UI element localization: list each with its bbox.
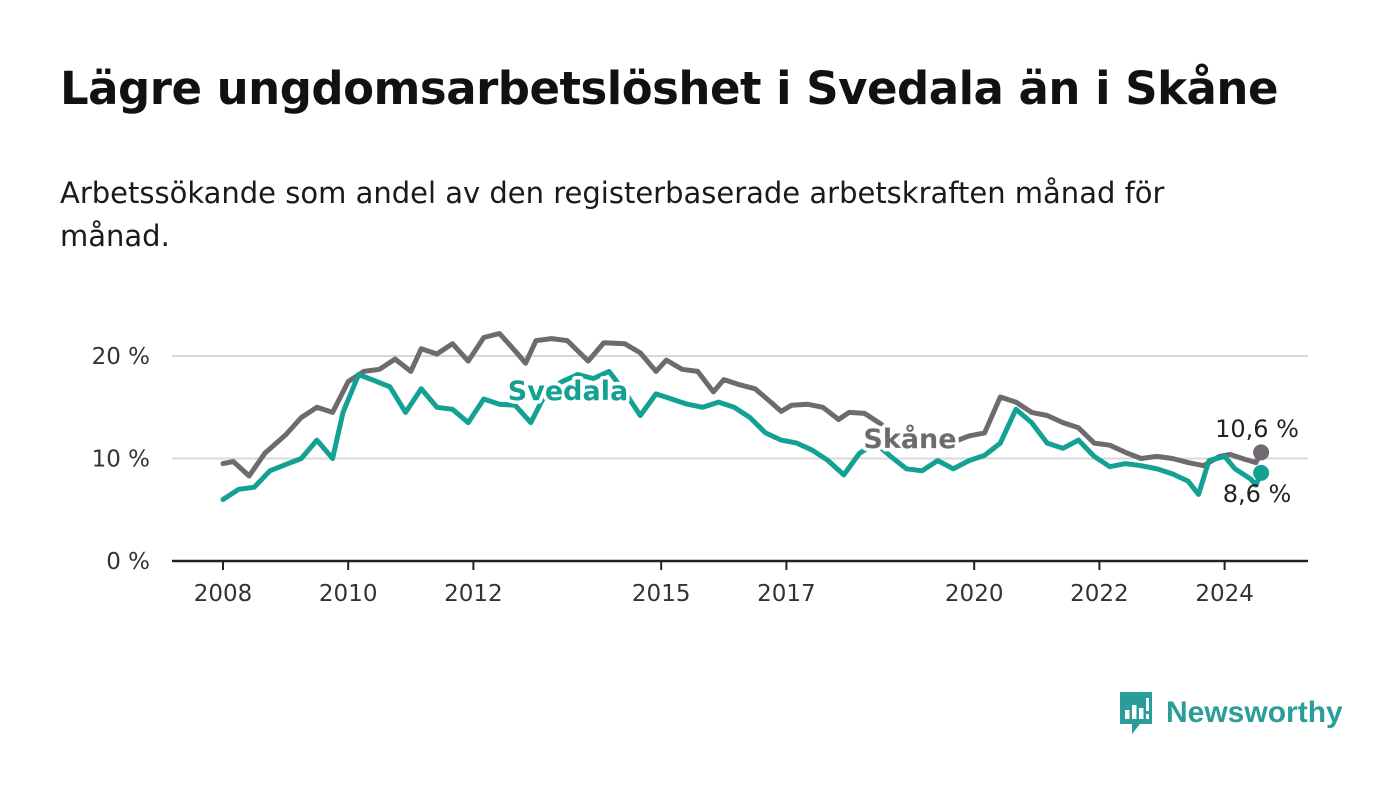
x-tick-label: 2022	[1070, 581, 1129, 607]
x-tick-label: 2024	[1195, 581, 1254, 607]
x-tick-label: 2010	[319, 581, 378, 607]
series-end-marker	[1253, 444, 1270, 461]
y-tick-label: 20 %	[92, 344, 150, 370]
series-label-skane: Skåne	[863, 423, 956, 455]
x-tick-label: 2015	[632, 581, 691, 607]
x-tick-label: 2017	[757, 581, 816, 607]
x-tick-label: 2012	[444, 581, 503, 607]
chart-title: Lägre ungdomsarbetslöshet i Svedala än i…	[60, 62, 1278, 115]
end-value-label-skane: 10,6 %	[1215, 415, 1299, 443]
end-value-label-svedala: 8,6 %	[1223, 480, 1292, 508]
y-tick-label: 0 %	[106, 549, 150, 575]
x-tick-label: 2020	[945, 581, 1004, 607]
series-end-marker	[1253, 464, 1270, 481]
y-axis: 0 % 10 % 20 %	[92, 344, 150, 575]
x-tick-label: 2008	[194, 581, 253, 607]
series-lines	[220, 331, 1270, 502]
newsworthy-logo-icon	[1120, 692, 1152, 734]
grid-lines	[172, 355, 1308, 460]
series-line-svedala	[220, 368, 1264, 502]
chart-subtitle: Arbetssökande som andel av den registerb…	[60, 176, 1165, 253]
x-axis: 2008 2010 2012 2015 2017 2020 2022 2024	[172, 559, 1308, 607]
series-line-sk-ne	[220, 331, 1264, 479]
brand-logo[interactable]: Newsworthy	[1118, 690, 1343, 736]
brand-name: Newsworthy	[1166, 696, 1343, 729]
series-labels: Svedala Skåne 10,6 % 8,6 %	[504, 373, 1299, 509]
series-label-svedala: Svedala	[508, 376, 628, 407]
y-tick-label: 10 %	[92, 447, 150, 473]
